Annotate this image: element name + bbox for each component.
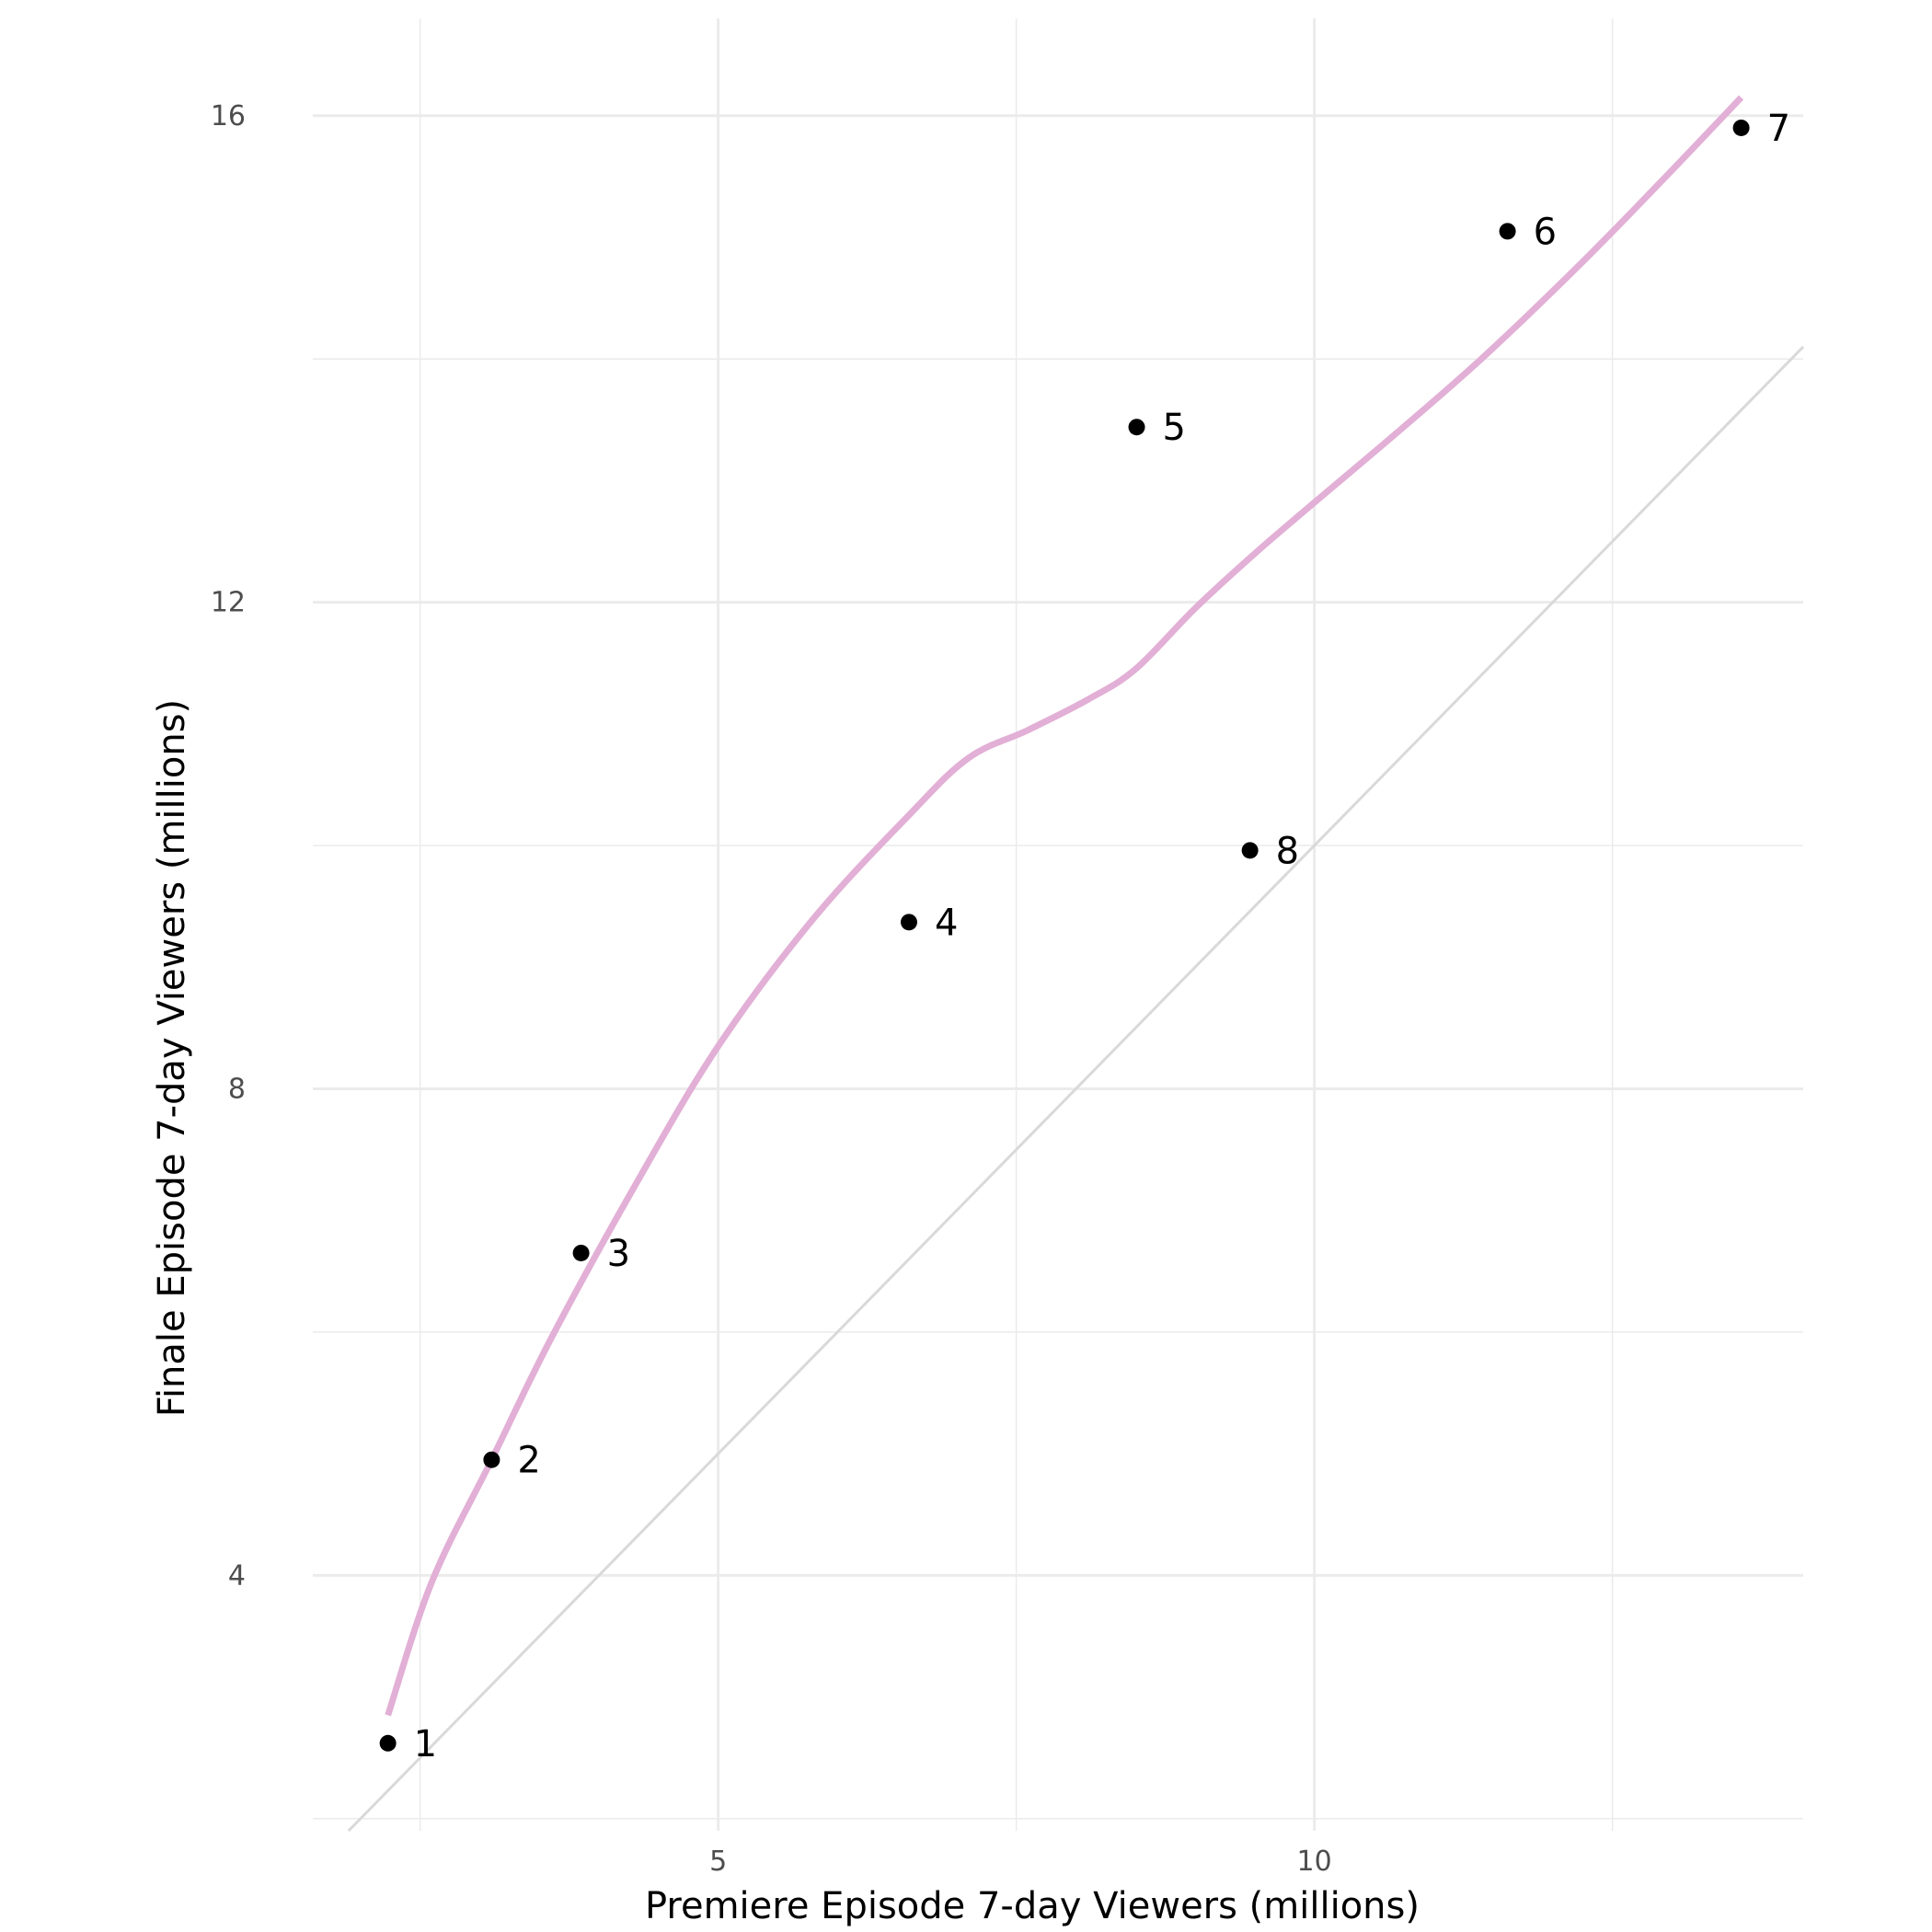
- data-point-label: 2: [517, 1440, 540, 1482]
- points-group: [379, 119, 1750, 1752]
- data-point-label: 4: [935, 902, 958, 944]
- data-point: [1732, 119, 1750, 136]
- y-axis-title: Finale Episode 7-day Viewers (millions): [151, 699, 193, 1417]
- grid-major: [313, 18, 1803, 1831]
- point-labels-group: 1 2 3 4 5 6 7 8: [414, 108, 1790, 1765]
- y-tick-label: 12: [211, 587, 246, 619]
- data-point-label: 3: [607, 1233, 630, 1275]
- data-point-label: 5: [1163, 407, 1186, 449]
- y-tick-label: 16: [211, 100, 246, 132]
- identity-reference-line: [347, 345, 1805, 1833]
- data-point: [483, 1451, 500, 1468]
- x-tick-label: 10: [1297, 1846, 1332, 1878]
- grid-minor: [313, 18, 1803, 1831]
- smooth-trend-line: [385, 95, 1744, 1717]
- data-point-label: 1: [414, 1723, 437, 1765]
- y-tick-label: 8: [228, 1073, 246, 1105]
- data-point: [379, 1734, 397, 1752]
- x-axis-title: Premiere Episode 7-day Viewers (millions…: [645, 1885, 1420, 1927]
- data-point: [901, 914, 917, 931]
- reference-line-group: [347, 345, 1805, 1833]
- y-tick-label: 4: [228, 1559, 246, 1592]
- x-tick-label: 5: [709, 1846, 727, 1878]
- data-point: [1128, 419, 1145, 436]
- smooth-line-group: [385, 95, 1744, 1717]
- data-point-label: 7: [1767, 108, 1790, 150]
- data-point: [1241, 842, 1259, 859]
- data-point-label: 6: [1534, 211, 1557, 253]
- data-point: [1499, 223, 1516, 240]
- data-point-label: 8: [1276, 830, 1299, 872]
- data-point: [572, 1244, 590, 1261]
